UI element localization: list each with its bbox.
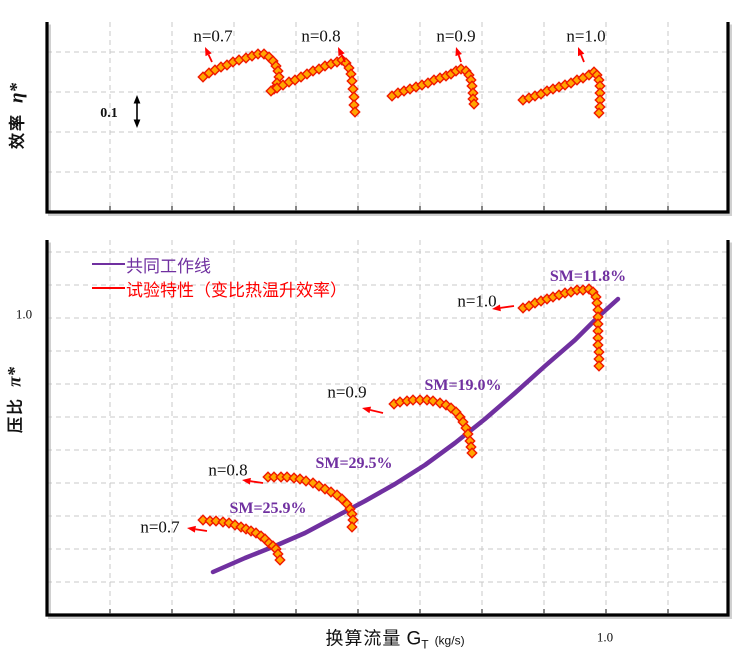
plot-frame — [45, 22, 730, 214]
legend-label-operating-line: 共同工作线 — [126, 256, 211, 276]
data-point-marker — [274, 554, 286, 566]
y-axis-tick-label: 1.0 — [15, 306, 33, 322]
speed-label-n=0.7: n=0.7 — [193, 26, 233, 46]
data-point-marker — [210, 515, 222, 527]
annotation-arrowhead — [187, 525, 196, 533]
speed-line-n=0.9 — [393, 399, 473, 454]
annotation-arrowhead — [205, 47, 212, 57]
surge-margin-label: SM=29.5% — [315, 455, 393, 472]
surge-margin-label: SM=19.0% — [424, 377, 502, 394]
operating-line — [210, 296, 621, 575]
annotation-arrow — [370, 409, 384, 414]
legend-item-operating-line: 共同工作线 — [92, 252, 347, 276]
speed-label-n=1.0: n=1.0 — [457, 291, 497, 311]
speed-label-n=1.0: n=1.0 — [566, 26, 606, 46]
speed-label-n=0.9: n=0.9 — [436, 26, 476, 46]
speed-label-n=0.7: n=0.7 — [140, 517, 180, 537]
top-y-axis-label-cn: 效率 — [9, 112, 27, 149]
annotation-arrowhead — [133, 119, 141, 128]
surge-margin-label: SM=25.9% — [229, 500, 307, 517]
data-point-marker — [346, 75, 358, 87]
annotation-arrow — [580, 54, 585, 63]
surge-margin-label: SM=11.8% — [549, 268, 627, 285]
x-axis-label-cn: 换算流量 — [325, 628, 402, 649]
annotation-arrow — [250, 480, 264, 484]
axis-shadow — [48, 242, 732, 619]
top-y-axis-label: 效率 η* — [4, 83, 29, 149]
annotation-arrowhead — [133, 95, 141, 104]
data-point-marker — [593, 360, 605, 372]
legend: 共同工作线 试验特性（变比热温升效率） — [92, 252, 347, 300]
plot-frame — [45, 240, 730, 617]
speed-label-n=0.9: n=0.9 — [327, 382, 367, 402]
axis-shadow — [48, 24, 732, 216]
data-point-marker — [349, 106, 361, 118]
annotation-arrowhead — [455, 47, 462, 57]
flow-symbol: G — [406, 628, 422, 650]
data-point-marker — [593, 107, 605, 119]
y-scale-marker-value: 0.1 — [100, 106, 118, 121]
annotation-arrow — [500, 305, 515, 309]
eta-symbol: η* — [6, 83, 28, 103]
annotation-arrowhead — [338, 47, 345, 57]
x-axis-unit: (kg/s) — [434, 633, 465, 648]
legend-item-test-characteristic: 试验特性（变比热温升效率） — [92, 276, 347, 300]
annotation-arrow — [207, 54, 213, 63]
legend-label-test-characteristic: 试验特性（变比热温升效率） — [126, 280, 347, 300]
pi-symbol: π* — [4, 367, 26, 387]
flow-symbol-subscript: T — [421, 637, 429, 652]
operating-line-swatch — [92, 263, 125, 265]
speed-label-n=0.8: n=0.8 — [301, 26, 341, 46]
annotation-arrow — [340, 54, 346, 63]
bottom-y-axis-label: 压比 π* — [2, 367, 27, 433]
data-point-marker — [468, 98, 480, 110]
data-point-marker — [197, 514, 209, 526]
data-point-marker — [466, 447, 478, 459]
annotation-arrowhead — [492, 304, 501, 312]
annotation-arrowhead — [362, 406, 372, 414]
data-point-marker — [346, 521, 358, 533]
annotation-arrowhead — [578, 47, 585, 57]
annotation-arrowhead — [242, 477, 251, 485]
bottom-y-axis-label-cn: 压比 — [7, 396, 25, 433]
annotation-arrow — [195, 528, 208, 532]
annotation-arrow — [457, 54, 462, 63]
x-axis-label: 换算流量 GT (kg/s) — [325, 625, 464, 652]
test-characteristic-swatch — [92, 287, 125, 289]
x-axis-tick-label: 1.0 — [596, 629, 614, 645]
data-point-marker — [281, 471, 293, 483]
speed-label-n=0.8: n=0.8 — [208, 460, 248, 480]
